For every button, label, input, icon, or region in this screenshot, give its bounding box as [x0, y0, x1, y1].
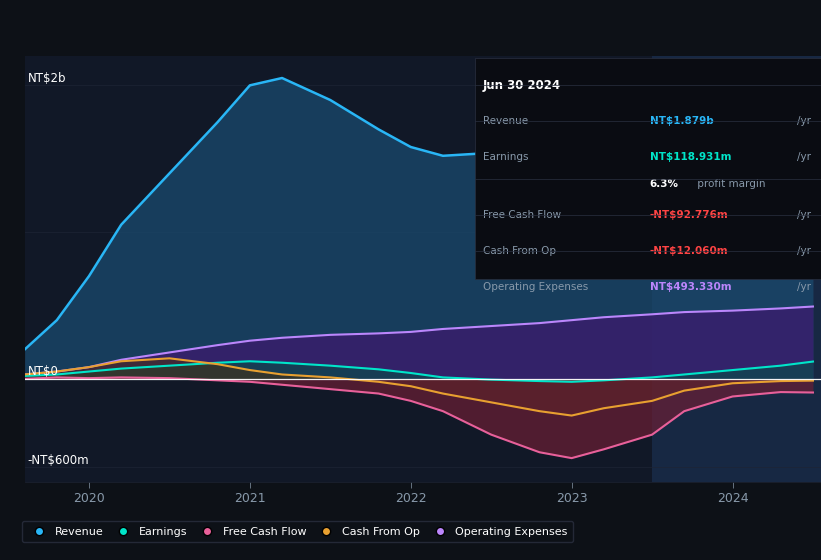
Text: NT$118.931m: NT$118.931m — [649, 152, 732, 162]
Text: /yr: /yr — [797, 115, 811, 125]
Text: -NT$92.776m: -NT$92.776m — [649, 209, 728, 220]
Text: -NT$12.060m: -NT$12.060m — [649, 246, 728, 256]
Text: Earnings: Earnings — [483, 152, 528, 162]
Text: profit margin: profit margin — [694, 179, 765, 189]
Text: Free Cash Flow: Free Cash Flow — [483, 209, 561, 220]
Text: /yr: /yr — [797, 152, 811, 162]
Text: NT$1.879b: NT$1.879b — [649, 115, 713, 125]
Text: NT$2b: NT$2b — [28, 72, 67, 85]
Legend: Revenue, Earnings, Free Cash Flow, Cash From Op, Operating Expenses: Revenue, Earnings, Free Cash Flow, Cash … — [22, 521, 573, 542]
Bar — [475, 58, 821, 279]
Text: Cash From Op: Cash From Op — [483, 246, 556, 256]
Text: Jun 30 2024: Jun 30 2024 — [483, 80, 561, 92]
Text: /yr: /yr — [797, 209, 811, 220]
Bar — [652, 56, 821, 482]
Text: Operating Expenses: Operating Expenses — [483, 282, 588, 292]
Text: Revenue: Revenue — [483, 115, 528, 125]
Text: /yr: /yr — [797, 246, 811, 256]
Text: NT$0: NT$0 — [28, 365, 59, 378]
Text: -NT$600m: -NT$600m — [28, 454, 89, 467]
Text: NT$493.330m: NT$493.330m — [649, 282, 732, 292]
Text: /yr: /yr — [797, 282, 811, 292]
Text: 6.3%: 6.3% — [649, 179, 679, 189]
